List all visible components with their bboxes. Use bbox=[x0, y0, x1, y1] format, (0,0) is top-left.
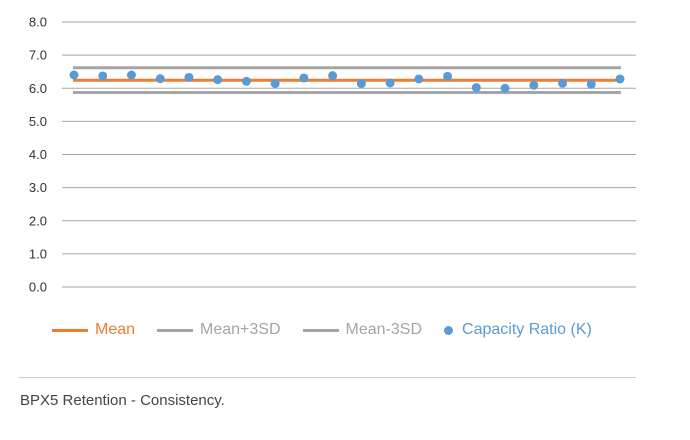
capacity-ratio-point bbox=[299, 73, 309, 83]
capacity-ratio-point bbox=[270, 79, 280, 89]
legend-label-mean-minus-3sd: Mean-3SD bbox=[345, 321, 423, 338]
y-tick-label: 5.0 bbox=[29, 114, 47, 129]
legend-item-mean: Mean bbox=[52, 321, 135, 339]
legend-label-mean: Mean bbox=[95, 321, 136, 338]
legend-item-mean-plus-3sd: Mean+3SD bbox=[157, 321, 281, 339]
y-tick-label: 3.0 bbox=[29, 180, 47, 195]
capacity-ratio-point bbox=[241, 76, 251, 86]
y-tick-label: 2.0 bbox=[29, 213, 47, 228]
y-tick-label: 8.0 bbox=[29, 15, 47, 30]
capacity-ratio-point bbox=[213, 75, 223, 85]
figure-caption: BPX5 Retention - Consistency. bbox=[20, 392, 225, 409]
y-axis-tick-labels: 0.0 1.0 2.0 3.0 4.0 5.0 6.0 7.0 8.0 bbox=[29, 15, 47, 295]
y-tick-label: 6.0 bbox=[29, 81, 47, 96]
y-tick-label: 1.0 bbox=[29, 246, 47, 261]
capacity-ratio-point bbox=[529, 80, 539, 90]
capacity-ratio-point bbox=[414, 74, 424, 84]
capacity-ratio-point bbox=[155, 74, 165, 84]
legend-label-mean-plus-3sd: Mean+3SD bbox=[200, 321, 281, 338]
capacity-ratio-point bbox=[443, 71, 453, 81]
legend-swatch-mean-plus-3sd bbox=[157, 328, 194, 332]
capacity-ratio-point bbox=[126, 70, 136, 80]
y-tick-label: 7.0 bbox=[29, 48, 47, 63]
capacity-ratio-point bbox=[586, 79, 596, 89]
legend: Mean Mean+3SD Mean-3SD Capacity Ratio (K… bbox=[52, 318, 614, 342]
capacity-ratio-point bbox=[471, 83, 481, 93]
y-tick-label: 4.0 bbox=[29, 147, 47, 162]
legend-swatch-capacity-ratio bbox=[444, 325, 454, 335]
capacity-ratio-point bbox=[356, 79, 366, 89]
y-tick-label: 0.0 bbox=[29, 280, 47, 295]
legend-label-capacity-ratio: Capacity Ratio (K) bbox=[462, 321, 592, 338]
chart: 0.0 1.0 2.0 3.0 4.0 5.0 6.0 7.0 8.0 bbox=[29, 15, 636, 295]
capacity-ratio-point bbox=[184, 72, 194, 82]
caption-divider bbox=[18, 377, 636, 378]
capacity-ratio-point bbox=[615, 74, 625, 84]
legend-swatch-mean bbox=[52, 328, 88, 332]
capacity-ratio-points bbox=[69, 70, 625, 93]
gridlines bbox=[62, 21, 636, 288]
capacity-ratio-point bbox=[98, 71, 108, 81]
capacity-ratio-point bbox=[500, 83, 510, 93]
legend-swatch-mean-minus-3sd bbox=[302, 328, 339, 332]
capacity-ratio-point bbox=[328, 71, 338, 81]
reference-lines bbox=[73, 66, 621, 95]
legend-item-capacity-ratio: Capacity Ratio (K) bbox=[444, 321, 592, 339]
capacity-ratio-point bbox=[385, 78, 395, 88]
capacity-ratio-point bbox=[558, 78, 568, 88]
legend-item-mean-minus-3sd: Mean-3SD bbox=[302, 321, 423, 339]
capacity-ratio-point bbox=[69, 70, 79, 80]
